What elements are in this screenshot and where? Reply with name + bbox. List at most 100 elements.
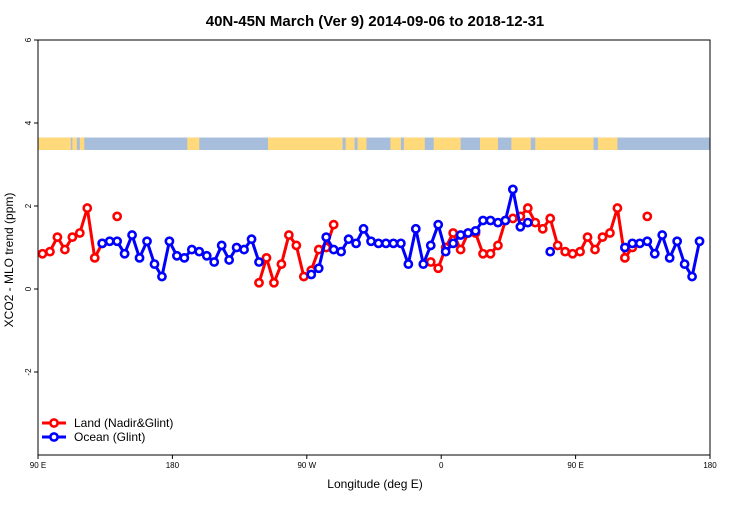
data-point bbox=[560, 246, 571, 257]
land-band-segment bbox=[480, 137, 498, 150]
data-point bbox=[246, 234, 257, 245]
data-point bbox=[448, 228, 459, 238]
data-point bbox=[575, 246, 585, 257]
data-point bbox=[410, 223, 421, 234]
data-point bbox=[366, 236, 376, 247]
data-point bbox=[455, 230, 466, 240]
data-point bbox=[425, 240, 436, 251]
data-point bbox=[388, 238, 399, 249]
data-point bbox=[127, 230, 137, 240]
data-point bbox=[694, 236, 705, 247]
data-series bbox=[37, 184, 705, 288]
data-point bbox=[209, 257, 220, 267]
data-point bbox=[239, 244, 249, 255]
data-point bbox=[642, 236, 653, 247]
data-point bbox=[627, 238, 638, 249]
data-point bbox=[455, 244, 466, 255]
data-point bbox=[261, 252, 272, 263]
land-band-segment bbox=[511, 137, 531, 150]
data-point bbox=[507, 184, 518, 195]
x-axis-label: Longitude (deg E) bbox=[327, 477, 422, 491]
legend: Land (Nadir&Glint)Ocean (Glint) bbox=[42, 416, 173, 444]
series-1 bbox=[97, 184, 705, 282]
data-point bbox=[74, 228, 85, 238]
data-point bbox=[567, 248, 578, 259]
data-point bbox=[552, 240, 563, 251]
data-point bbox=[171, 250, 182, 261]
data-point bbox=[328, 244, 339, 255]
data-point bbox=[59, 244, 70, 255]
data-point bbox=[306, 269, 317, 280]
data-point bbox=[590, 244, 600, 255]
data-point bbox=[522, 217, 533, 228]
data-point bbox=[298, 271, 309, 282]
data-point bbox=[470, 225, 481, 236]
chart-title: 40N-45N March (Ver 9) 2014-09-06 to 2018… bbox=[206, 13, 545, 30]
x-tick-label: 180 bbox=[703, 461, 717, 470]
data-point bbox=[164, 236, 175, 247]
data-point bbox=[545, 246, 556, 257]
land-band-segment bbox=[79, 137, 85, 150]
legend-label: Land (Nadir&Glint) bbox=[74, 416, 173, 430]
data-point bbox=[642, 211, 653, 222]
data-point bbox=[216, 240, 227, 251]
data-point bbox=[395, 238, 406, 249]
data-point bbox=[478, 248, 488, 259]
data-point bbox=[485, 215, 496, 226]
data-point bbox=[37, 248, 48, 259]
data-point bbox=[186, 244, 197, 255]
data-point bbox=[381, 238, 391, 249]
land-band-segment bbox=[403, 137, 425, 150]
land-band-segment bbox=[390, 137, 401, 150]
data-point bbox=[493, 240, 503, 251]
land-band-segment bbox=[38, 137, 71, 150]
data-point bbox=[425, 257, 436, 267]
data-point bbox=[67, 232, 78, 243]
data-point bbox=[672, 236, 683, 247]
data-point bbox=[45, 246, 55, 257]
data-point bbox=[522, 203, 533, 213]
x-tick-label: 90 E bbox=[30, 461, 46, 470]
data-point bbox=[545, 213, 556, 224]
land-band-segment bbox=[433, 137, 461, 150]
data-point bbox=[612, 203, 623, 213]
y-tick-label: -2 bbox=[24, 368, 33, 376]
data-point bbox=[500, 215, 511, 226]
data-point bbox=[358, 223, 369, 234]
data-point bbox=[448, 238, 459, 249]
data-point bbox=[149, 259, 160, 269]
data-point bbox=[134, 252, 145, 263]
data-point bbox=[403, 259, 414, 269]
data-point bbox=[112, 211, 123, 222]
data-point bbox=[537, 223, 548, 234]
data-point bbox=[112, 236, 123, 247]
y-tick-label: 4 bbox=[24, 120, 33, 125]
data-point bbox=[231, 242, 242, 253]
data-point bbox=[254, 277, 264, 288]
axes: 90 E 180 90 W 0 90 E 180 -2 0 2 4 6 bbox=[24, 37, 717, 470]
data-point bbox=[619, 252, 630, 263]
data-point bbox=[119, 248, 130, 259]
data-point bbox=[433, 263, 444, 274]
data-point bbox=[664, 252, 675, 263]
data-point bbox=[597, 232, 608, 243]
data-point bbox=[433, 219, 444, 230]
data-point bbox=[254, 257, 264, 267]
legend-label: Ocean (Glint) bbox=[74, 430, 145, 444]
data-point bbox=[201, 250, 212, 261]
data-point bbox=[634, 238, 645, 249]
data-point bbox=[157, 271, 167, 282]
y-tick-label: 6 bbox=[24, 37, 33, 42]
data-point bbox=[104, 236, 115, 247]
land-band-segment bbox=[187, 137, 200, 150]
x-tick-label: 90 E bbox=[567, 461, 583, 470]
surface-type-band bbox=[38, 137, 710, 150]
data-point bbox=[657, 230, 668, 240]
data-point bbox=[52, 232, 63, 243]
y-axis-label: XCO2 - MLO trend (ppm) bbox=[2, 193, 16, 328]
legend-marker bbox=[49, 418, 59, 428]
data-point bbox=[179, 252, 190, 263]
data-point bbox=[485, 248, 496, 259]
data-point bbox=[351, 238, 361, 249]
